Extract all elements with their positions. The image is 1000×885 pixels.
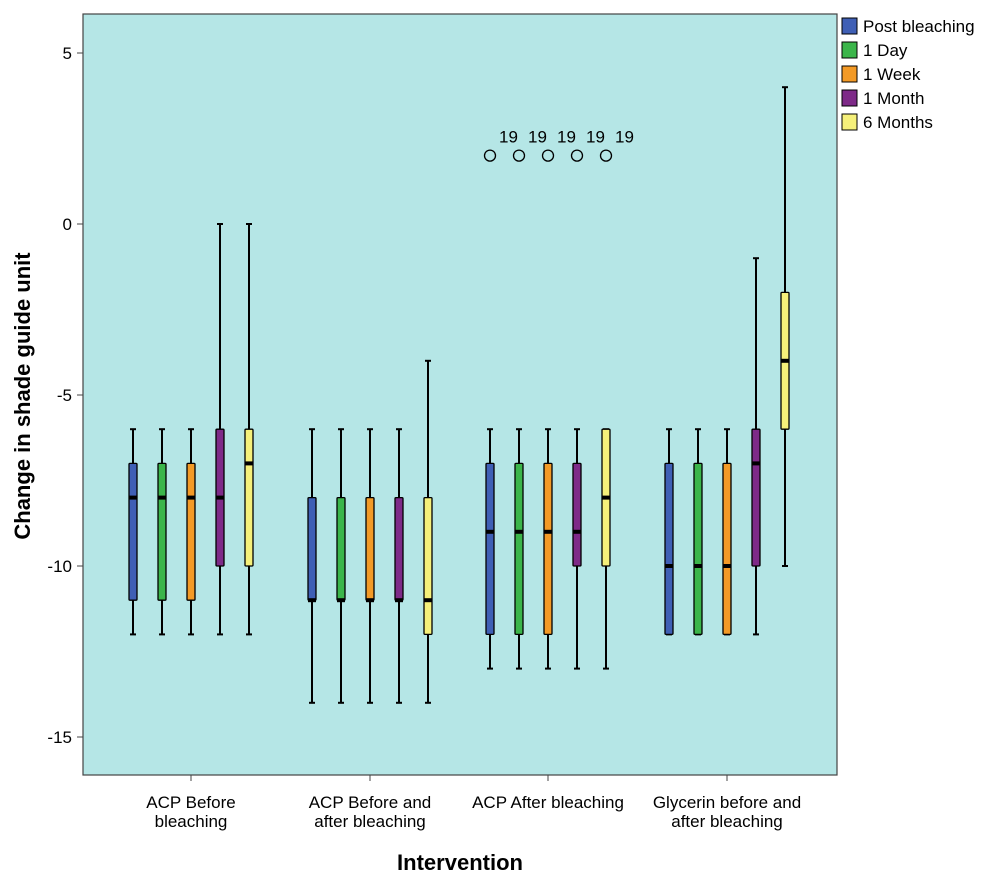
iqr-box — [128, 462, 138, 601]
outlier-point — [541, 149, 555, 162]
y-axis-title: Change in shade guide unit — [10, 252, 35, 540]
box-post-bleaching — [128, 428, 138, 636]
box-6-months — [780, 86, 790, 567]
outlier-label: 19 — [557, 128, 576, 147]
y-tick-label: -10 — [47, 557, 72, 576]
iqr-box — [693, 462, 703, 636]
legend-label: Post bleaching — [863, 17, 975, 36]
iqr-box — [543, 462, 553, 636]
iqr-box — [664, 462, 674, 636]
outlier-label: 19 — [499, 128, 518, 147]
legend-item: 1 Month — [841, 89, 924, 108]
box-1-month: 19 — [570, 128, 605, 670]
box-6-months: 19 — [599, 128, 634, 670]
x-category-label: ACP Before bleaching — [146, 793, 235, 831]
outlier-point — [483, 149, 497, 162]
box-post-bleaching — [307, 428, 317, 704]
outlier-label: 19 — [528, 128, 547, 147]
iqr-box — [394, 496, 404, 601]
x-category-label: Glycerin before and after bleaching — [653, 793, 801, 831]
iqr-box — [423, 496, 433, 636]
legend-item: 1 Week — [841, 65, 921, 84]
box-1-month — [394, 428, 404, 704]
plot-area — [82, 13, 838, 776]
iqr-box — [307, 496, 317, 601]
box-1-week — [722, 428, 732, 636]
iqr-box — [365, 496, 375, 601]
box-6-months — [423, 359, 433, 704]
iqr-box — [572, 462, 582, 567]
box-1-week: 19 — [541, 128, 576, 670]
iqr-box — [722, 462, 732, 636]
x-axis-title: Intervention — [397, 850, 523, 875]
y-tick-label: 5 — [63, 44, 72, 63]
legend-swatch — [841, 89, 858, 107]
outlier-point — [512, 149, 526, 162]
box-1-day — [336, 428, 346, 704]
outlier-label: 19 — [615, 128, 634, 147]
box-1-day — [157, 428, 167, 636]
iqr-box — [485, 462, 495, 636]
iqr-box — [514, 462, 524, 636]
legend-label: 1 Week — [863, 65, 921, 84]
legend-swatch — [841, 65, 858, 83]
outlier-point — [599, 149, 613, 162]
legend-item: 6 Months — [841, 113, 933, 132]
legend-swatch — [841, 41, 858, 59]
box-1-week — [365, 428, 375, 704]
iqr-box — [751, 428, 761, 567]
iqr-box — [157, 462, 167, 601]
iqr-box — [336, 496, 346, 601]
outlier-point — [570, 149, 584, 162]
box-post-bleaching: 19 — [483, 128, 518, 670]
box-1-month — [215, 223, 225, 636]
x-category-label: ACP Before and after bleaching — [309, 793, 432, 831]
legend-item: 1 Day — [841, 41, 908, 60]
y-tick-label: 0 — [63, 215, 72, 234]
y-tick-label: -15 — [47, 728, 72, 747]
box-1-day — [693, 428, 703, 636]
x-category-label: ACP After bleaching — [472, 793, 624, 812]
legend-swatch — [841, 113, 858, 131]
box-post-bleaching — [664, 428, 674, 636]
box-6-months — [244, 223, 254, 636]
box-1-day: 19 — [512, 128, 547, 670]
legend-label: 1 Day — [863, 41, 908, 60]
y-tick-label: -5 — [57, 386, 72, 405]
iqr-box — [244, 428, 254, 567]
legend-swatch — [841, 17, 858, 35]
legend-item: Post bleaching — [841, 17, 975, 36]
box-1-month — [751, 257, 761, 636]
legend-label: 1 Month — [863, 89, 924, 108]
legend-label: 6 Months — [863, 113, 933, 132]
outlier-label: 19 — [586, 128, 605, 147]
box-1-week — [186, 428, 196, 636]
iqr-box — [186, 462, 196, 601]
